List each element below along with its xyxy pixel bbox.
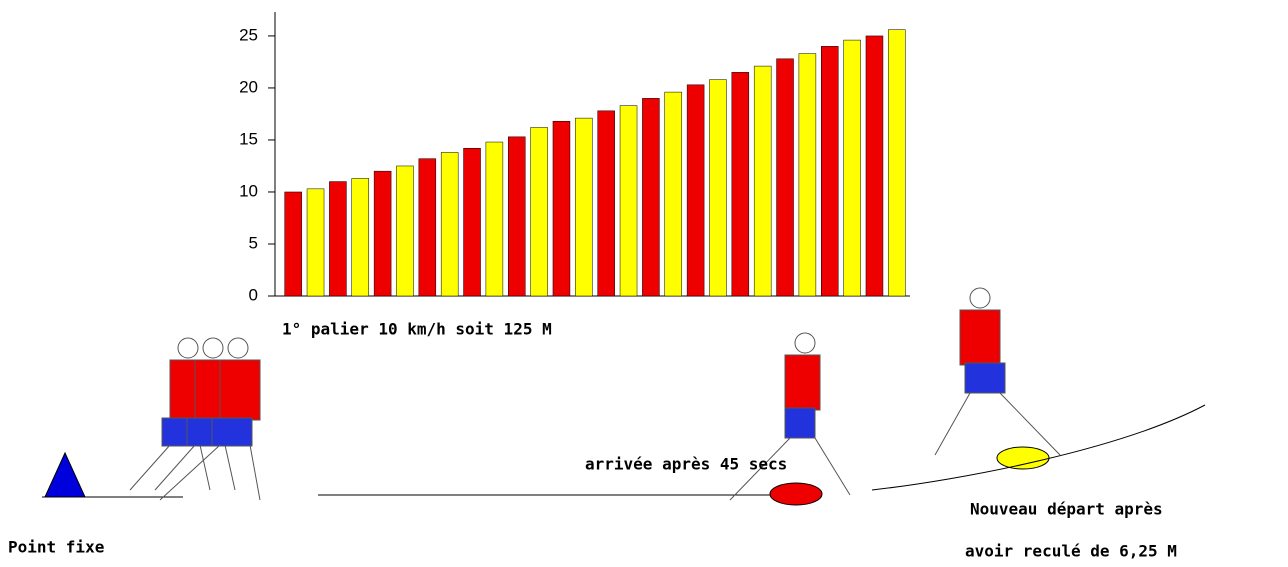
bar <box>753 65 772 297</box>
runners <box>129 287 1061 501</box>
track-curve <box>871 404 1206 491</box>
bar <box>731 72 750 297</box>
y-tick-label: 5 <box>249 233 258 252</box>
bar <box>508 136 526 297</box>
bar <box>709 79 727 297</box>
bar <box>463 148 481 297</box>
y-tick-label: 10 <box>239 181 258 200</box>
bar <box>575 117 593 297</box>
annotation: avoir reculé de 6,25 M <box>965 542 1177 561</box>
yellow-marker <box>996 446 1050 470</box>
y-tick-label: 15 <box>239 129 258 148</box>
bar <box>306 188 325 297</box>
bar <box>798 53 817 297</box>
bar <box>485 141 504 297</box>
bar <box>530 127 548 297</box>
red-marker <box>769 482 823 506</box>
bar <box>619 105 638 297</box>
y-tick-label: 20 <box>239 77 258 96</box>
annotation: Point fixe <box>8 538 104 557</box>
bar <box>329 181 347 297</box>
bar <box>396 165 414 297</box>
scene <box>42 287 1206 506</box>
bar <box>821 46 839 297</box>
bar <box>597 110 615 297</box>
bar <box>865 35 884 297</box>
annotation: 1° palier 10 km/h soit 125 M <box>282 320 552 339</box>
bar <box>418 158 437 297</box>
annotation: arrivée après 45 secs <box>585 455 787 474</box>
bar <box>351 178 369 297</box>
bar <box>552 120 571 297</box>
bar <box>440 152 459 297</box>
bar <box>373 170 392 297</box>
y-tick-label: 0 <box>249 285 258 304</box>
annotation: Nouveau départ après <box>970 500 1163 519</box>
bar <box>843 39 861 297</box>
y-tick-label: 25 <box>239 25 258 44</box>
bar <box>888 29 906 297</box>
bar <box>664 91 682 297</box>
bar <box>686 84 705 297</box>
bar <box>284 191 302 297</box>
bar <box>642 98 660 297</box>
cone <box>44 451 86 498</box>
bar <box>776 58 794 297</box>
